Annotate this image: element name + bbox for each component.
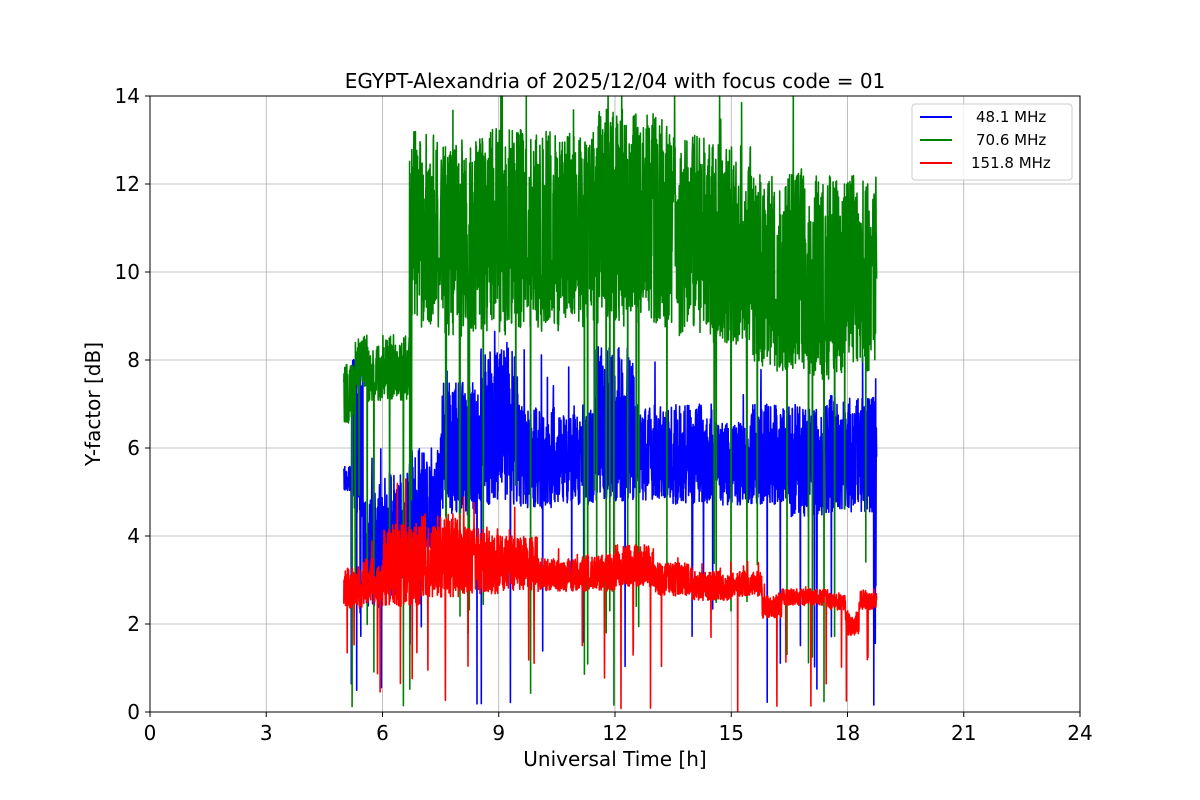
x-tick-label: 6 [376, 721, 389, 745]
legend: 48.1 MHz 70.6 MHz 151.8 MHz [911, 103, 1073, 181]
x-tick-label: 24 [1067, 721, 1092, 745]
x-tick-label: 0 [144, 721, 157, 745]
x-axis-label: Universal Time [h] [523, 747, 706, 771]
x-tick-label: 9 [492, 721, 505, 745]
y-tick-label: 0 [127, 700, 140, 724]
chart-title: EGYPT-Alexandria of 2025/12/04 with focu… [345, 69, 886, 93]
legend-label-70-6: 70.6 MHz [976, 131, 1046, 149]
y-tick-label: 10 [115, 260, 140, 284]
y-tick-label: 6 [127, 436, 140, 460]
y-tick-label: 12 [115, 172, 140, 196]
x-tick-label: 18 [835, 721, 860, 745]
legend-label-48-1: 48.1 MHz [976, 108, 1046, 126]
x-tick-label: 15 [719, 721, 744, 745]
series-line-70-6 [343, 95, 878, 708]
y-tick-label: 4 [127, 524, 140, 548]
y-tick-label: 14 [115, 84, 140, 108]
x-tick-label: 21 [951, 721, 976, 745]
legend-box [911, 103, 1073, 181]
y-axis-label: Y-factor [dB] [81, 342, 105, 467]
series-line-151-8 [343, 478, 878, 712]
x-tick-label: 3 [260, 721, 273, 745]
x-tick-label: 12 [602, 721, 627, 745]
y-tick-label: 8 [127, 348, 140, 372]
plot-data [343, 95, 878, 712]
legend-label-151-8: 151.8 MHz [971, 154, 1051, 172]
y-tick-label: 2 [127, 612, 140, 636]
